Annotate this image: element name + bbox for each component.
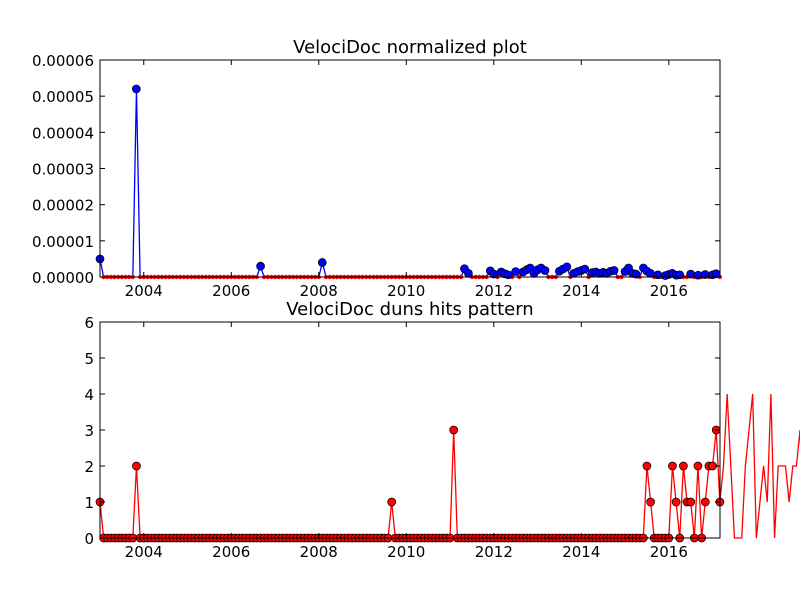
hits-plot-y-tick-label: 1 (84, 494, 94, 512)
normalized-plot-x-tick-label: 2012 (475, 282, 513, 300)
hits-data-point (668, 462, 676, 470)
normalized-data-point (464, 269, 472, 277)
hits-plot-x-tick-label: 2006 (212, 543, 250, 561)
hits-data-point (450, 426, 458, 434)
normalized-data-point (581, 265, 589, 273)
normalized-data-point (676, 271, 684, 279)
hits-data-point (701, 498, 709, 506)
hits-plot-y-tick-label: 0 (84, 530, 94, 548)
normalized-plot-title: VelociDoc normalized plot (293, 37, 527, 58)
normalized-plot-y-tick-label: 0.00000 (32, 269, 94, 287)
normalized-data-point (318, 259, 326, 267)
normalized-plot-x-tick-label: 2014 (562, 282, 600, 300)
normalized-plot-y-tick-label: 0.00001 (32, 233, 94, 251)
normalized-plot-x-tick-label: 2006 (212, 282, 250, 300)
normalized-data-point (646, 269, 654, 277)
hits-plot-x-tick-label: 2014 (562, 543, 600, 561)
hits-plot-x-tick-label: 2012 (475, 543, 513, 561)
normalized-plot-x-tick-label: 2010 (387, 282, 425, 300)
normalized-data-point (512, 268, 520, 276)
hits-data-point (672, 498, 680, 506)
hits-plot-x-tick-label: 2016 (650, 543, 688, 561)
hits-plot-y-tick-label: 4 (84, 386, 94, 404)
hits-data-point (694, 462, 702, 470)
hits-data-point (679, 462, 687, 470)
normalized-plot-y-tick-label: 0.00005 (32, 88, 94, 106)
normalized-data-point (541, 266, 549, 274)
hits-data-point (647, 498, 655, 506)
normalized-plot-x-tick-label: 2004 (125, 282, 163, 300)
normalized-plot-y-tick-label: 0.00002 (32, 197, 94, 215)
hits-plot-y-tick-label: 2 (84, 458, 94, 476)
normalized-plot-y-tick-label: 0.00004 (32, 124, 94, 142)
normalized-data-point (563, 263, 571, 271)
normalized-plot-y-tick-label: 0.00003 (32, 161, 94, 179)
hits-plot-title: VelociDoc duns hits pattern (286, 299, 533, 320)
hits-data-point (687, 498, 695, 506)
hits-plot-y-tick-label: 6 (84, 314, 94, 332)
normalized-plot-x-tick-label: 2016 (650, 282, 688, 300)
hits-plot-x-tick-label: 2004 (125, 543, 163, 561)
hits-data-point (132, 462, 140, 470)
normalized-data-point (504, 271, 512, 279)
hits-plot-y-tick-label: 5 (84, 350, 94, 368)
hits-data-point (388, 498, 396, 506)
normalized-plot-y-tick-label: 0.00006 (32, 52, 94, 70)
normalized-data-point (654, 271, 662, 279)
hits-data-point (643, 462, 651, 470)
normalized-data-point (610, 266, 618, 274)
hits-plot-x-tick-label: 2008 (300, 543, 338, 561)
normalized-data-point (257, 262, 265, 270)
normalized-data-point (132, 85, 140, 93)
hits-plot-x-tick-label: 2010 (387, 543, 425, 561)
hits-plot-y-tick-label: 3 (84, 422, 94, 440)
normalized-plot-x-tick-label: 2008 (300, 282, 338, 300)
